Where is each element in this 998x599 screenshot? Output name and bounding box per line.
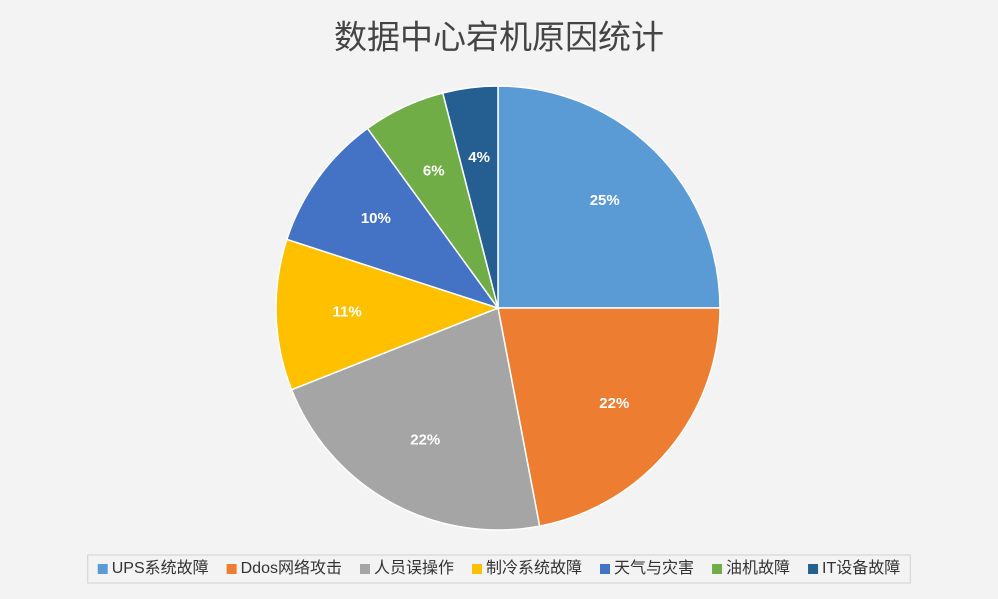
legend-label: 制冷系统故障 xyxy=(486,559,582,577)
legend-label: 油机故障 xyxy=(726,559,790,577)
pie-slice xyxy=(285,127,500,310)
legend-label: Ddos网络攻击 xyxy=(241,558,342,577)
legend-label: IT设备故障 xyxy=(822,559,900,577)
legend-label: 人员误操作 xyxy=(374,559,454,577)
legend-label: 天气与灾害 xyxy=(614,559,694,577)
pie-slice xyxy=(497,307,721,527)
data-label: 22% xyxy=(410,431,440,448)
legend-label: UPS系统故障 xyxy=(112,559,209,577)
pie-slice xyxy=(497,85,721,309)
chart-title: 数据中心宕机原因统计 xyxy=(334,19,664,56)
data-label: 10% xyxy=(361,210,391,227)
pie-slice xyxy=(290,306,541,531)
legend: UPS系统故障 Ddos网络攻击 人员误操作 制冷系统故障 天气与灾害 油机故障 IT设备故… xyxy=(97,558,900,577)
legend-swatch xyxy=(808,564,819,574)
legend-swatch xyxy=(359,564,370,574)
legend-swatch xyxy=(97,564,108,574)
legend-swatch xyxy=(226,564,237,574)
legend-swatch xyxy=(472,564,482,574)
data-label: 6% xyxy=(423,162,445,179)
pie-slice xyxy=(441,85,499,309)
legend-box xyxy=(87,554,911,584)
legend-swatch xyxy=(712,564,723,574)
data-label: 25% xyxy=(590,192,620,209)
data-label: 4% xyxy=(468,149,490,166)
legend-swatch xyxy=(600,564,611,574)
pie-slice xyxy=(275,238,501,391)
data-label: 11% xyxy=(333,304,362,321)
data-label: 22% xyxy=(599,395,629,412)
